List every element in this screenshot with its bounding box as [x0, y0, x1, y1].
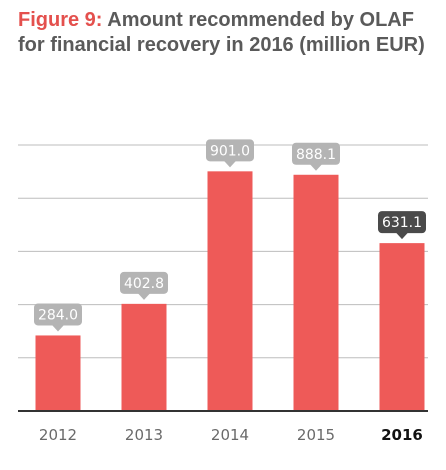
data-label-pointer — [396, 232, 408, 240]
tick-label-2016: 2016 — [381, 426, 423, 444]
tick-label-2013: 2013 — [125, 426, 163, 444]
data-label-pointer — [310, 164, 322, 171]
data-label-2012: 284.0 — [34, 303, 82, 332]
data-label-box — [292, 142, 340, 165]
data-label-2016: 631.1 — [378, 211, 426, 240]
bars — [35, 171, 425, 411]
data-label-box — [206, 139, 254, 162]
data-label-pointer — [138, 293, 150, 300]
bar-2013 — [121, 303, 167, 411]
figure-label: Figure 9: — [18, 9, 103, 31]
data-label-text: 402.8 — [124, 276, 164, 292]
chart-title: Figure 9: Amount recommended by OLAF for… — [18, 8, 438, 58]
bar-2014 — [207, 171, 253, 411]
data-label-box — [120, 271, 168, 294]
bar-2015 — [293, 174, 339, 411]
data-label-text: 284.0 — [38, 307, 78, 323]
tick-label-2012: 2012 — [39, 426, 77, 444]
data-label-text: 631.1 — [382, 215, 422, 231]
data-labels: 284.0 402.8 901.0 888.1 631.1 — [34, 139, 426, 332]
data-label-box — [378, 211, 426, 234]
data-label-2015: 888.1 — [292, 142, 340, 171]
data-label-2014: 901.0 — [206, 139, 254, 168]
x-tick-labels: 2012 2013 2014 2015 2016 — [39, 426, 423, 444]
data-label-pointer — [52, 324, 64, 332]
data-label-2013: 402.8 — [120, 271, 168, 300]
title-text: Amount recommended by OLAF for financial… — [18, 9, 425, 56]
bar-2012 — [35, 335, 81, 411]
tick-label-2014: 2014 — [211, 426, 249, 444]
data-label-text: 888.1 — [296, 147, 336, 163]
data-label-pointer — [224, 160, 236, 168]
bar-2016 — [379, 243, 425, 411]
data-label-box — [34, 303, 82, 326]
tick-label-2015: 2015 — [297, 426, 335, 444]
data-label-text: 901.0 — [210, 143, 250, 159]
